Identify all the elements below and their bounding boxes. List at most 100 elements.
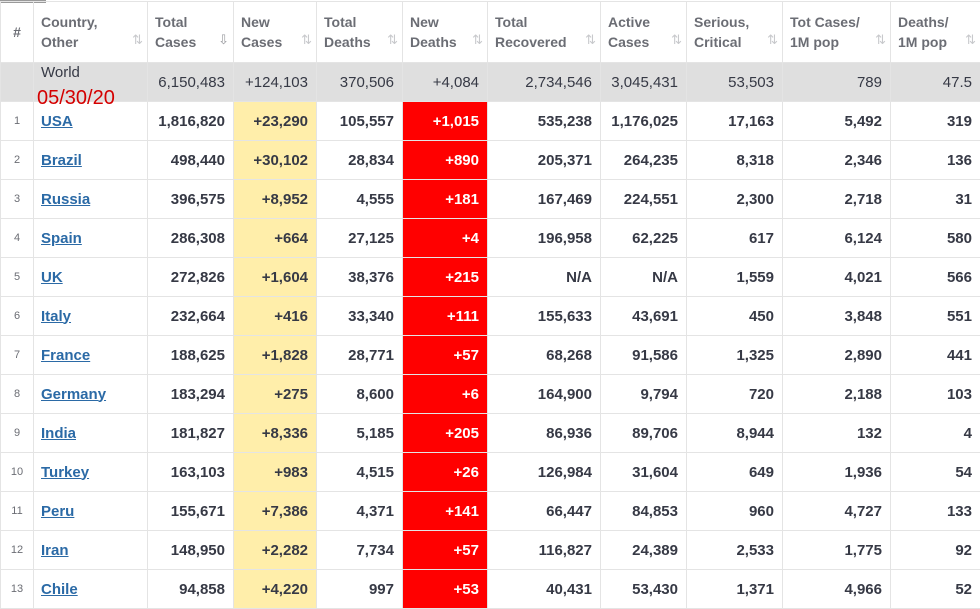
serious-critical-cell: 720: [687, 375, 783, 414]
rank-cell: 5: [1, 258, 34, 297]
new-cases-cell: +124,103: [234, 63, 317, 102]
country-link[interactable]: India: [41, 425, 76, 442]
deaths-per-million-cell: 103: [891, 375, 980, 414]
sort-icon[interactable]: ⇅: [585, 30, 594, 50]
sort-desc-icon[interactable]: ⇩: [218, 30, 227, 50]
serious-critical-cell: 8,318: [687, 141, 783, 180]
new-deaths-cell: +57: [403, 531, 488, 570]
new-cases-cell: +8,336: [234, 414, 317, 453]
rank-cell: 10: [1, 453, 34, 492]
date-annotation: 05/30/20: [37, 87, 115, 110]
total-recovered-cell: 167,469: [488, 180, 601, 219]
country-link[interactable]: Peru: [41, 503, 74, 520]
rank-cell: 1: [1, 102, 34, 141]
col-header-serious-critical[interactable]: Serious,Critical⇅: [687, 2, 783, 63]
cases-per-million-cell: 4,727: [783, 492, 891, 531]
total-cases-cell: 183,294: [148, 375, 234, 414]
new-cases-cell: +275: [234, 375, 317, 414]
country-link[interactable]: Russia: [41, 191, 90, 208]
serious-critical-cell: 1,371: [687, 570, 783, 609]
country-link[interactable]: Brazil: [41, 152, 82, 169]
serious-critical-cell: 53,503: [687, 63, 783, 102]
active-cases-cell: 3,045,431: [601, 63, 687, 102]
sort-icon[interactable]: ⇅: [301, 30, 310, 50]
sort-icon[interactable]: ⇅: [132, 30, 141, 50]
new-cases-cell: +416: [234, 297, 317, 336]
country-link[interactable]: USA: [41, 113, 73, 130]
total-deaths-cell: 105,557: [317, 102, 403, 141]
country-cell: Turkey: [34, 453, 148, 492]
rank-cell: 4: [1, 219, 34, 258]
total-recovered-cell: N/A: [488, 258, 601, 297]
sort-icon[interactable]: ⇅: [875, 30, 884, 50]
new-deaths-cell: +4,084: [403, 63, 488, 102]
total-deaths-cell: 27,125: [317, 219, 403, 258]
total-deaths-cell: 4,515: [317, 453, 403, 492]
cases-per-million-cell: 2,188: [783, 375, 891, 414]
header-label: Deaths/: [898, 12, 980, 32]
cases-per-million-cell: 2,890: [783, 336, 891, 375]
total-recovered-cell: 155,633: [488, 297, 601, 336]
country-link[interactable]: Turkey: [41, 464, 89, 481]
new-deaths-cell: +111: [403, 297, 488, 336]
serious-critical-cell: 2,300: [687, 180, 783, 219]
active-cases-cell: 53,430: [601, 570, 687, 609]
country-cell: Iran: [34, 531, 148, 570]
col-header-country[interactable]: Country,Other⇅: [34, 2, 148, 63]
rank-cell: 3: [1, 180, 34, 219]
new-cases-cell: +23,290: [234, 102, 317, 141]
active-cases-cell: 84,853: [601, 492, 687, 531]
country-link[interactable]: Iran: [41, 542, 69, 559]
deaths-per-million-cell: 566: [891, 258, 980, 297]
new-deaths-cell: +890: [403, 141, 488, 180]
serious-critical-cell: 649: [687, 453, 783, 492]
active-cases-cell: 62,225: [601, 219, 687, 258]
rank-cell: 8: [1, 375, 34, 414]
active-cases-cell: 31,604: [601, 453, 687, 492]
world-total-row: World 05/30/20 6,150,483 +124,103 370,50…: [1, 63, 980, 102]
header-label: New: [410, 12, 487, 32]
serious-critical-cell: 450: [687, 297, 783, 336]
deaths-per-million-cell: 54: [891, 453, 980, 492]
serious-critical-cell: 1,325: [687, 336, 783, 375]
new-cases-cell: +1,828: [234, 336, 317, 375]
sort-icon[interactable]: ⇅: [472, 30, 481, 50]
total-deaths-cell: 38,376: [317, 258, 403, 297]
cases-per-million-cell: 2,346: [783, 141, 891, 180]
new-deaths-cell: +53: [403, 570, 488, 609]
serious-critical-cell: 8,944: [687, 414, 783, 453]
country-link[interactable]: Chile: [41, 581, 78, 598]
new-deaths-cell: +6: [403, 375, 488, 414]
country-link[interactable]: France: [41, 347, 90, 364]
active-cases-cell: 264,235: [601, 141, 687, 180]
deaths-per-million-cell: 31: [891, 180, 980, 219]
deaths-per-million-cell: 133: [891, 492, 980, 531]
rank-cell: 9: [1, 414, 34, 453]
total-cases-cell: 188,625: [148, 336, 234, 375]
col-header-rank[interactable]: #: [1, 2, 34, 63]
sort-icon[interactable]: ⇅: [387, 30, 396, 50]
country-link[interactable]: Germany: [41, 386, 106, 403]
country-link[interactable]: Spain: [41, 230, 82, 247]
new-cases-cell: +2,282: [234, 531, 317, 570]
col-header-deaths-per-million[interactable]: Deaths/1M pop⇅: [891, 2, 980, 63]
sort-icon[interactable]: ⇅: [767, 30, 776, 50]
new-cases-cell: +1,604: [234, 258, 317, 297]
sort-icon[interactable]: ⇅: [671, 30, 680, 50]
country-link[interactable]: Italy: [41, 308, 71, 325]
sort-icon[interactable]: ⇅: [965, 30, 974, 50]
total-recovered-cell: 86,936: [488, 414, 601, 453]
country-link[interactable]: UK: [41, 269, 63, 286]
new-deaths-cell: +205: [403, 414, 488, 453]
header-label: New: [241, 12, 316, 32]
col-header-cases-per-million[interactable]: Tot Cases/1M pop⇅: [783, 2, 891, 63]
